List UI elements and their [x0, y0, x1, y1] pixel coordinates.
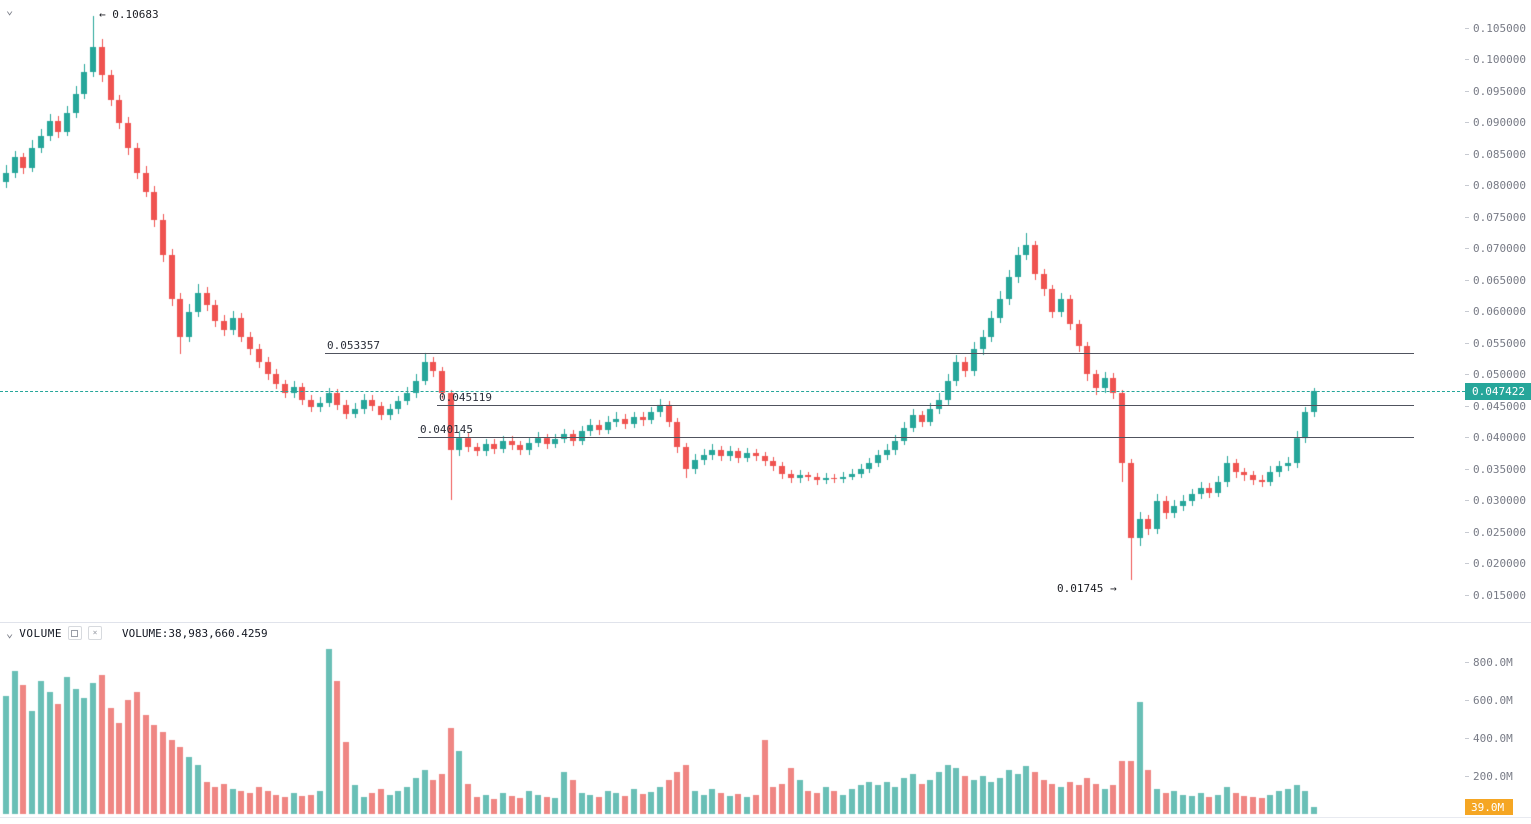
price-level-label: 0.045119 [439, 391, 492, 404]
last-volume-badge: 39.0M [1465, 799, 1513, 815]
price-axis[interactable]: 0.105000 0.100000 0.095000 0.090000 0.085000… [1465, 0, 1531, 824]
price-level-label: 0.040145 [420, 423, 473, 436]
price-axis-label: 0.105000 [1465, 21, 1526, 35]
price-axis-label: 0.060000 [1465, 305, 1526, 319]
maximize-icon[interactable] [67, 626, 82, 640]
price-chart-canvas[interactable] [0, 0, 1465, 622]
volume-pane: ⌄ VOLUME × VOLUME:38,983,660.4259 [0, 623, 1465, 817]
volume-collapse-chevron-icon[interactable]: ⌄ [6, 626, 14, 640]
high-price-note[interactable]: ← 0.10683 [99, 8, 159, 21]
price-axis-label: 0.025000 [1465, 525, 1526, 539]
volume-axis-label: 400.0M [1465, 731, 1513, 745]
price-axis-label: 0.040000 [1465, 431, 1526, 445]
price-level-line[interactable] [437, 405, 1414, 406]
current-price-line [0, 391, 1465, 392]
volume-indicator-title: VOLUME [19, 626, 62, 640]
pane-divider[interactable] [0, 622, 1531, 623]
price-axis-label: 0.090000 [1465, 116, 1526, 130]
price-axis-label: 0.055000 [1465, 336, 1526, 350]
price-axis-label: 0.045000 [1465, 399, 1526, 413]
pane-collapse-chevron-icon[interactable]: ⌄ [6, 3, 14, 17]
volume-axis-label: 600.0M [1465, 693, 1513, 707]
price-axis-label: 0.030000 [1465, 494, 1526, 508]
close-icon[interactable]: × [87, 626, 102, 640]
low-price-note[interactable]: 0.01745 → [1057, 582, 1117, 595]
volume-chart-canvas[interactable] [0, 623, 1465, 817]
price-pane: ⌄ ← 0.10683 0.01745 → 0.053357 0.045119 0.… [0, 0, 1465, 622]
price-level-label: 0.053357 [327, 339, 380, 352]
volume-value-readout: VOLUME:38,983,660.4259 [121, 626, 268, 640]
price-axis-label: 0.100000 [1465, 53, 1526, 67]
price-axis-label: 0.095000 [1465, 84, 1526, 98]
price-axis-label: 0.085000 [1465, 147, 1526, 161]
volume-axis-label: 800.0M [1465, 655, 1513, 669]
price-axis-label: 0.020000 [1465, 557, 1526, 571]
price-level-line[interactable] [418, 437, 1414, 438]
volume-legend: ⌄ VOLUME × VOLUME:38,983,660.4259 [6, 626, 268, 640]
price-axis-label: 0.015000 [1465, 588, 1526, 602]
current-price-badge: 0.047422 [1465, 383, 1531, 400]
price-axis-label: 0.050000 [1465, 368, 1526, 382]
time-axis[interactable] [0, 817, 1531, 824]
volume-axis-label: 200.0M [1465, 769, 1513, 783]
price-axis-label: 0.070000 [1465, 242, 1526, 256]
price-level-line[interactable] [325, 353, 1414, 354]
price-axis-label: 0.075000 [1465, 210, 1526, 224]
price-axis-label: 0.065000 [1465, 273, 1526, 287]
price-axis-label: 0.080000 [1465, 179, 1526, 193]
price-axis-label: 0.035000 [1465, 462, 1526, 476]
